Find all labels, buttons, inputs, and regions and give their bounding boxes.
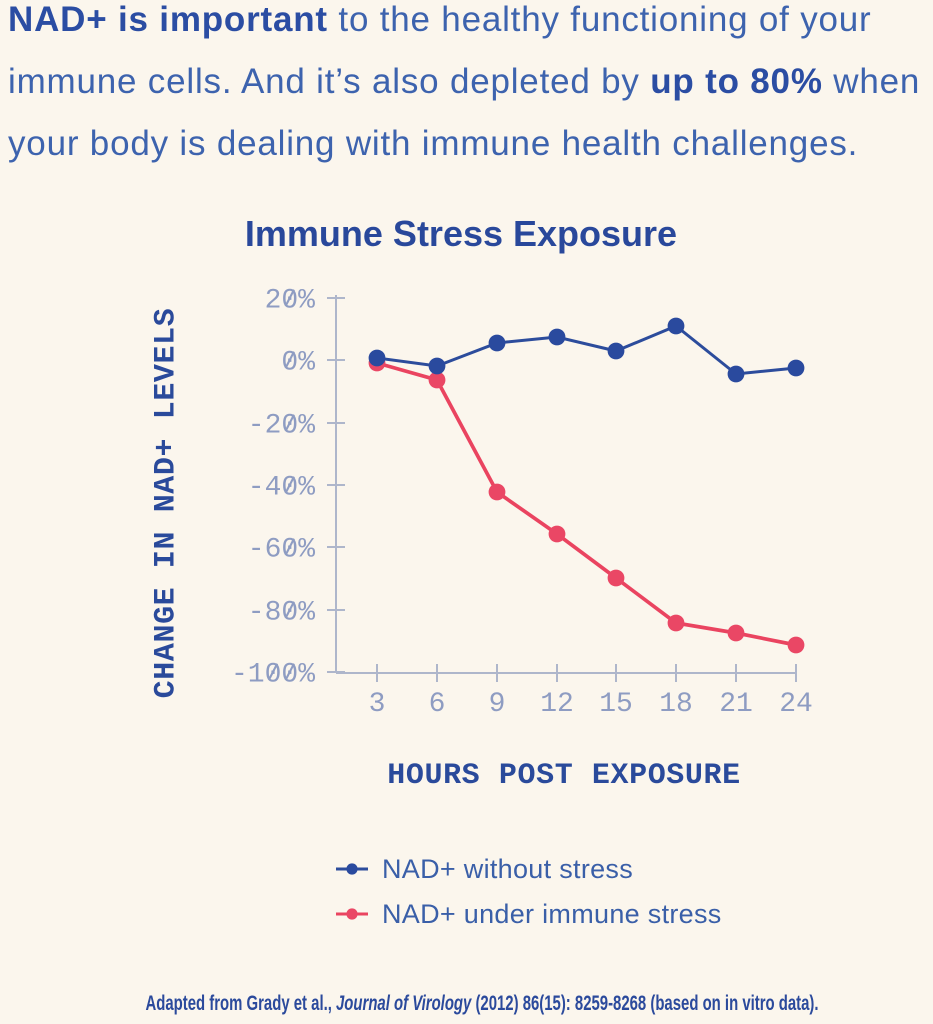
svg-text:-40%: -40% (248, 473, 315, 504)
svg-text:12: 12 (540, 689, 574, 720)
svg-text:3: 3 (369, 689, 386, 720)
svg-text:24: 24 (779, 689, 813, 720)
svg-text:18: 18 (659, 689, 693, 720)
svg-text:9: 9 (489, 689, 506, 720)
svg-text:CHANGE IN NAD+ LEVELS: CHANGE IN NAD+ LEVELS (149, 308, 183, 699)
svg-text:-80%: -80% (248, 598, 315, 629)
svg-text:NAD+ without stress: NAD+ without stress (382, 854, 633, 884)
svg-text:-100%: -100% (231, 660, 315, 691)
svg-text:20%: 20% (265, 286, 316, 317)
svg-text:Immune Stress Exposure: Immune Stress Exposure (245, 213, 677, 254)
svg-text:15: 15 (599, 689, 633, 720)
svg-text:21: 21 (719, 689, 753, 720)
svg-text:HOURS POST EXPOSURE: HOURS POST EXPOSURE (387, 759, 740, 793)
svg-text:0%: 0% (281, 348, 315, 379)
svg-text:6: 6 (429, 689, 446, 720)
svg-text:NAD+ under immune stress: NAD+ under immune stress (382, 899, 722, 929)
svg-text:-60%: -60% (248, 535, 315, 566)
svg-text:-20%: -20% (248, 411, 315, 442)
